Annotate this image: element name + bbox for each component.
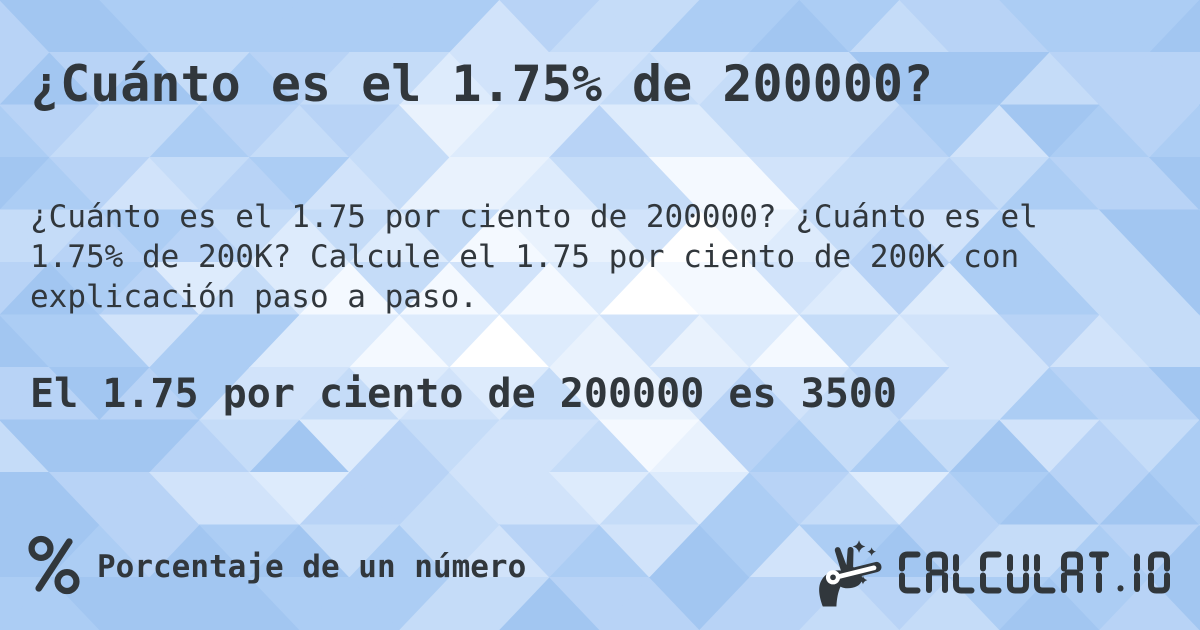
brand-letter-C xyxy=(980,551,1002,594)
brand-letter-I xyxy=(1134,553,1140,592)
description-text: ¿Cuánto es el 1.75 por ciento de 200000?… xyxy=(30,199,1038,315)
category-label: Porcentaje de un número xyxy=(97,549,527,585)
brand-letter-C xyxy=(899,551,921,594)
percent-icon xyxy=(28,535,80,599)
brand-letter-A xyxy=(926,551,948,593)
brand-letter-U xyxy=(1007,554,1029,594)
brand-wordmark xyxy=(898,550,1171,596)
brand-letter-O xyxy=(1148,551,1170,594)
page-title: ¿Cuánto es el 1.75% de 200000? xyxy=(30,54,934,113)
brand-letter-L xyxy=(1034,554,1056,594)
footer-category: Porcentaje de un número xyxy=(28,534,526,600)
brand-letter-dot xyxy=(1117,585,1124,592)
brand-letter-L xyxy=(953,554,975,594)
hand-magic-wand-icon xyxy=(807,535,889,611)
brand-logo xyxy=(807,540,1171,607)
answer-heading: El 1.75 por ciento de 200000 es 3500 xyxy=(30,371,897,418)
brand-letter-A xyxy=(1061,551,1083,593)
brand-letter-T xyxy=(1089,551,1109,593)
